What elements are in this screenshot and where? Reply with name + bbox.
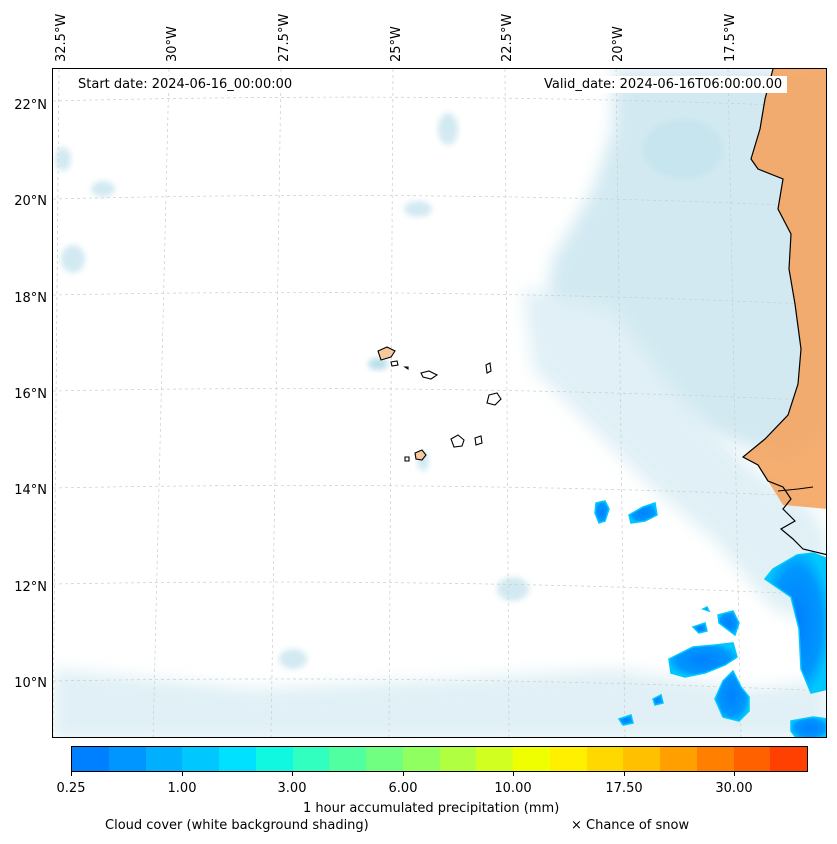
colorbar-swatch <box>329 747 366 771</box>
colorbar-tick: 0.25 <box>56 781 86 796</box>
graticule <box>53 69 826 737</box>
colorbar-swatch <box>439 747 477 771</box>
gambia-river <box>777 486 814 492</box>
start-date-label: Start date: 2024-06-16_00:00:00 <box>73 76 298 93</box>
snow-chance-caption: × Chance of snow <box>571 818 690 833</box>
colorbar-swatch <box>476 747 513 771</box>
lat-label-10n: 10°N <box>14 676 47 691</box>
colorbar-swatch <box>108 747 146 771</box>
colorbar-title: 1 hour accumulated precipitation (mm) <box>303 801 560 816</box>
colorbar-tick: 10.00 <box>494 781 532 796</box>
colorbar-tick: 3.00 <box>277 781 307 796</box>
africa-coastline <box>741 69 826 556</box>
lat-label-20n: 20°N <box>14 194 47 209</box>
cape-verde-islands <box>377 346 502 462</box>
map-canvas <box>53 69 826 737</box>
lon-label-27-5w: 27.5°W <box>277 13 292 62</box>
colorbar-swatch <box>366 747 403 771</box>
colorbar-swatch <box>770 747 807 771</box>
colorbar-tick: 17.50 <box>605 781 643 796</box>
lat-label-18n: 18°N <box>14 291 47 306</box>
lat-label-12n: 12°N <box>14 580 47 595</box>
colorbar-swatch <box>513 747 550 771</box>
colorbar-tick: 30.00 <box>715 781 753 796</box>
colorbar-swatch <box>219 747 256 771</box>
colorbar-swatch <box>549 747 587 771</box>
lon-label-30w: 30°W <box>165 26 180 62</box>
lon-label-25w: 25°W <box>389 26 404 62</box>
colorbar-swatch <box>586 747 624 771</box>
lat-label-22n: 22°N <box>14 98 47 113</box>
lat-label-16n: 16°N <box>14 387 47 402</box>
colorbar-swatch <box>182 747 219 771</box>
colorbar-tick: 6.00 <box>388 781 418 796</box>
colorbar-swatch <box>660 747 697 771</box>
lon-label-17-5w: 17.5°W <box>723 13 738 62</box>
lon-label-20w: 20°W <box>611 26 626 62</box>
colorbar-swatch <box>292 747 330 771</box>
colorbar-swatch <box>255 747 293 771</box>
colorbar-swatch <box>733 747 771 771</box>
africa-landmass <box>743 69 826 509</box>
precipitation-layer <box>594 500 826 737</box>
colorbar-swatch <box>145 747 183 771</box>
colorbar-swatch <box>696 747 734 771</box>
cloud-cover-layer <box>53 69 826 737</box>
colorbar-swatch <box>402 747 440 771</box>
precipitation-colorbar <box>71 746 808 772</box>
colorbar-tick: 1.00 <box>167 781 197 796</box>
valid-date-label: Valid_date: 2024-06-16T06:00:00.00 <box>539 76 788 93</box>
cloud-cover-caption: Cloud cover (white background shading) <box>105 818 369 833</box>
colorbar-swatch <box>623 747 660 771</box>
lon-label-22-5w: 22.5°W <box>500 13 515 62</box>
map-panel <box>52 68 827 738</box>
lat-label-14n: 14°N <box>14 483 47 498</box>
colorbar-swatch <box>72 747 109 771</box>
lon-label-32-5w: 32.5°W <box>54 13 69 62</box>
